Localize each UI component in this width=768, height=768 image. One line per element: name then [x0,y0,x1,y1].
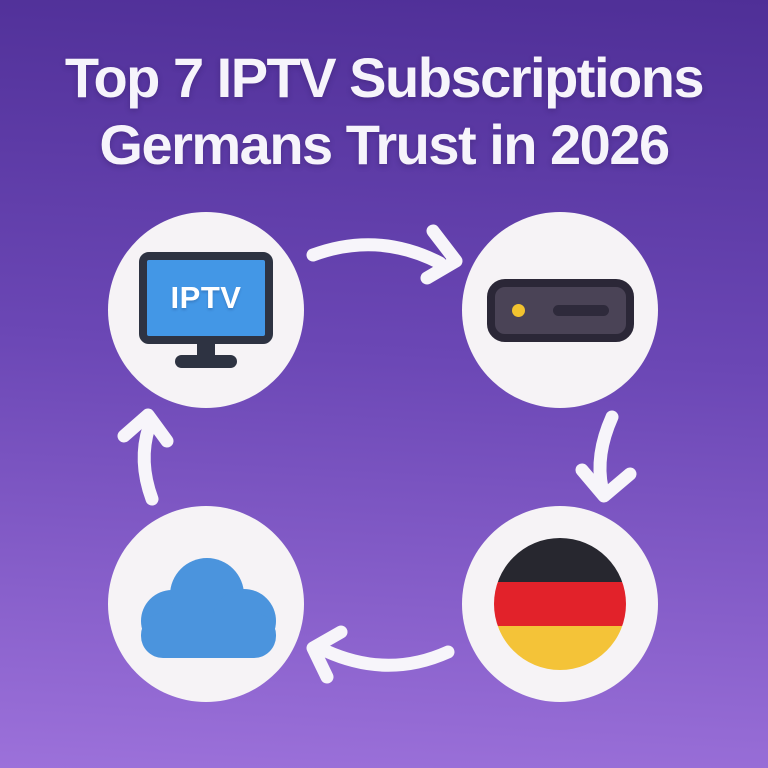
flag-stripe-black [494,538,626,582]
page-title: Top 7 IPTV Subscriptions Germans Trust i… [0,44,768,178]
node-iptv-television: IPTV [108,212,304,408]
title-line-1: Top 7 IPTV Subscriptions [64,46,705,109]
curved-arrow-cloud-to-tv-icon [117,408,174,506]
germany-flag-icon [494,538,626,670]
title-line-2: Germans Trust in 2026 [99,113,670,176]
tv-screen-label: IPTV [170,280,242,315]
node-germany-flag [462,506,658,702]
disc-slot-icon [552,304,609,316]
curved-arrow-flag-to-cloud-icon [306,625,455,684]
curved-arrow-settopbox-to-flag-icon [575,410,637,503]
node-set-top-box [462,212,658,408]
node-cloud-streaming [108,506,304,702]
curved-arrow-tv-to-settopbox-icon [306,224,463,285]
tv-stand-base [175,355,237,368]
flag-stripe-gold [494,626,626,670]
tv-icon: IPTV [139,252,273,368]
cloud-icon [141,558,276,658]
power-led-icon [511,303,525,317]
tv-stand-neck [197,343,215,356]
flag-stripe-red [494,582,626,626]
set-top-box-icon [486,278,634,342]
tv-screen: IPTV [139,252,273,344]
